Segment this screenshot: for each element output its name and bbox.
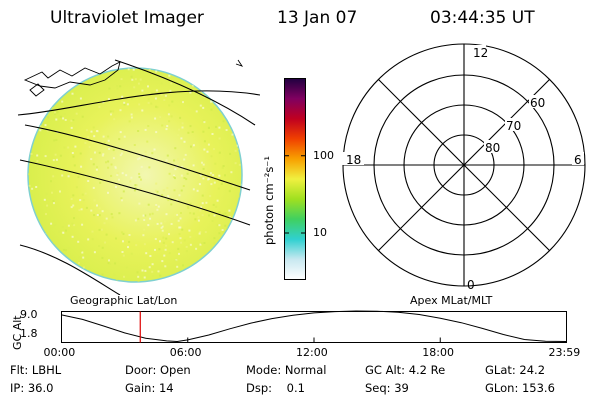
status-door: Door: Open [125,363,191,377]
time-tick-1200: 12:00 [296,346,328,359]
status-dsp: Dsp: 0.1 [246,381,305,395]
colorbar-tick-100: 100 [313,148,334,162]
geographic-image-panel [17,59,260,295]
colorbar-tick-10: 10 [313,225,327,239]
colorbar [284,78,306,280]
time-tick-1800: 18:00 [422,346,454,359]
coastline-outline [23,59,244,97]
status-mode: Mode: Normal [246,363,327,377]
mlt-label-12: 12 [473,46,488,60]
status-seq: Seq: 39 [365,381,409,395]
altitude-curve [61,310,567,343]
polar-diagonal-2 [378,79,550,251]
mlt-label-6: 6 [574,153,582,167]
time-tick-0600: 06:00 [169,346,202,359]
status-glon: GLon: 153.6 [485,381,555,395]
altitude-plot [61,310,567,343]
time-tick-2359: 23:59 [548,346,581,359]
colorbar-unit-label: photon cm⁻²s⁻¹ [262,156,276,245]
status-glat: GLat: 24.2 [485,363,546,377]
earth-disk [27,67,243,283]
altitude-ytick-max: 9.0 [20,308,38,321]
altitude-ytick-min: 1.8 [20,327,38,340]
apex-panel-label: Apex MLat/MLT [410,294,493,307]
mlat-label-70: 70 [506,119,521,133]
geographic-grid-lines [17,59,260,295]
status-gc-alt: GC Alt: 4.2 Re [365,363,446,377]
status-filter: Flt: LBHL [10,363,62,377]
time-label: 03:44:35 UT [430,8,535,28]
mlt-label-0: 0 [467,278,475,292]
status-ip: IP: 36.0 [10,381,54,395]
instrument-title: Ultraviolet Imager [50,8,204,28]
date-label: 13 Jan 07 [277,8,358,28]
geographic-panel-label: Geographic Lat/Lon [70,294,178,307]
mlat-label-60: 60 [530,96,545,110]
status-gain: Gain: 14 [125,381,174,395]
polar-plot-panel: 12 18 6 0 60 70 80 [342,43,586,292]
mlt-label-18: 18 [346,153,361,167]
mlat-label-80: 80 [485,141,500,155]
time-tick-0000: 00:00 [43,346,76,359]
